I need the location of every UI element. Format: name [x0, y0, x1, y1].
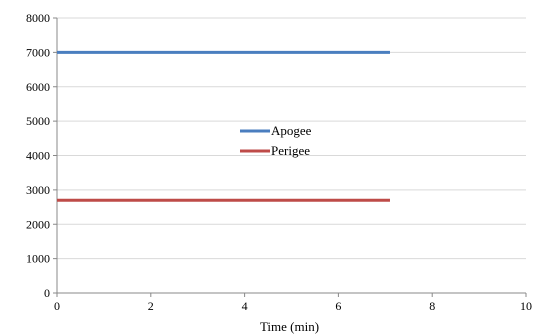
y-tick-label: 3000 — [26, 183, 50, 197]
y-tick-label: 8000 — [26, 11, 50, 25]
y-tick-label: 5000 — [26, 114, 50, 128]
x-tick-label: 10 — [520, 299, 532, 313]
legend-label-perigee: Perigee — [271, 143, 310, 158]
x-tick-label: 8 — [429, 299, 435, 313]
x-tick-label: 6 — [335, 299, 341, 313]
y-tick-label: 2000 — [26, 217, 50, 231]
x-axis-title: Time (min) — [260, 319, 319, 334]
y-tick-label: 4000 — [26, 149, 50, 163]
series-lines — [57, 50, 390, 202]
gridlines — [57, 17, 526, 260]
y-tick-label: 7000 — [26, 45, 50, 59]
y-tick-label: 6000 — [26, 80, 50, 94]
x-axis-ticks: 0 2 4 6 8 10 — [54, 293, 532, 313]
y-axis-ticks: 0 1000 2000 3000 4000 5000 6000 7000 8000 — [26, 11, 57, 300]
y-tick-label: 0 — [44, 286, 50, 300]
x-tick-label: 2 — [148, 299, 154, 313]
legend-label-apogee: Apogee — [271, 123, 312, 138]
x-tick-label: 4 — [242, 299, 248, 313]
y-tick-label: 1000 — [26, 252, 50, 266]
legend: Apogee Perigee — [240, 123, 312, 158]
x-tick-label: 0 — [54, 299, 60, 313]
